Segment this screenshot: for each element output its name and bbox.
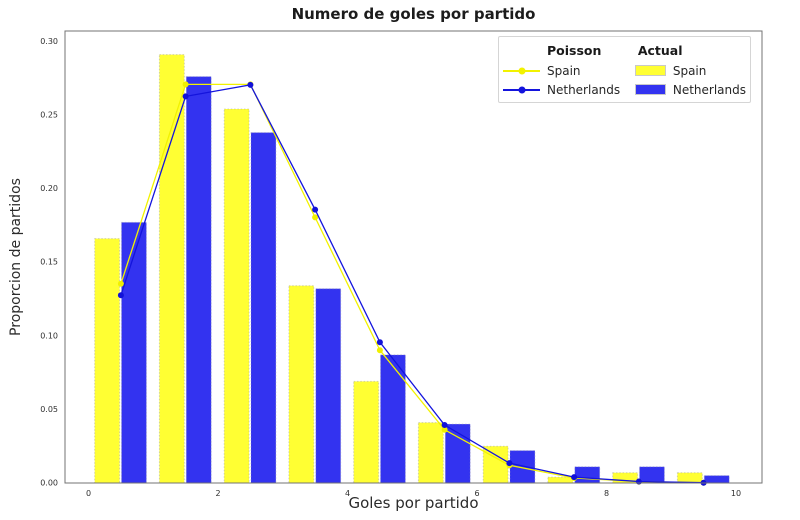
bar (676, 472, 703, 484)
x-tick-label: 0 (86, 489, 91, 498)
bar (158, 54, 185, 484)
poisson-polyline-netherlands (120, 84, 704, 484)
bar (353, 380, 380, 484)
bar (315, 288, 342, 484)
legend-header-actual: Actual (637, 43, 683, 58)
chart-title: Numero de goles por partido (291, 5, 536, 23)
x-tick-label: 4 (345, 489, 350, 498)
poisson-marker-spain (376, 347, 383, 354)
legend-label-actual-netherlands: Netherlands (672, 82, 746, 97)
legend-item-actual-netherlands: Netherlands (634, 80, 746, 99)
x-tick-label: 6 (474, 489, 479, 498)
bar (121, 221, 147, 484)
legend-item-poisson-netherlands: Netherlands (503, 80, 635, 99)
bar (417, 422, 444, 484)
poisson-marker-spain (117, 280, 124, 287)
poisson-marker-spain (182, 81, 189, 88)
bar (250, 132, 277, 484)
poisson-marker-netherlands (571, 474, 578, 481)
bars-netherlands (121, 76, 730, 484)
bar (547, 476, 574, 484)
legend-item-actual-spain: Spain (634, 61, 746, 80)
x-axis-label: Goles por partido (348, 494, 479, 512)
legend: Poisson Spain Netherlands Actual Spain N… (498, 36, 751, 103)
poisson-marker-spain (312, 214, 319, 221)
y-tick-label: 0.20 (40, 184, 58, 193)
bar (94, 238, 121, 484)
bar (444, 423, 471, 484)
y-tick-label: 0.00 (40, 479, 58, 488)
legend-column-poisson: Poisson Spain Netherlands (503, 40, 635, 99)
legend-label-poisson-netherlands: Netherlands (547, 82, 621, 97)
legend-item-poisson-spain: Spain (503, 61, 635, 80)
bar (288, 285, 315, 484)
y-tick-label: 0.10 (40, 331, 58, 340)
y-tick-label: 0.25 (40, 110, 58, 119)
poisson-marker-netherlands (635, 478, 642, 485)
axes-border (64, 30, 763, 484)
legend-header-poisson: Poisson (547, 43, 602, 58)
bar (703, 475, 730, 484)
poisson-netherlands-marker-icon (518, 86, 525, 93)
x-tick-label: 8 (604, 489, 609, 498)
legend-column-actual: Actual Spain Netherlands (634, 40, 746, 99)
y-tick-label: 0.05 (40, 405, 58, 414)
poisson-line-netherlands (117, 81, 707, 486)
legend-label-poisson-spain: Spain (547, 63, 581, 78)
legend-label-actual-spain: Spain (672, 63, 707, 78)
actual-netherlands-patch-swatch (634, 84, 666, 95)
y-tick-label: 0.15 (40, 258, 58, 267)
bar (574, 466, 601, 484)
bar (482, 445, 509, 484)
bar (223, 108, 250, 484)
poisson-spain-marker-icon (518, 67, 525, 74)
poisson-marker-netherlands (376, 339, 383, 346)
poisson-marker-netherlands (312, 206, 319, 213)
poisson-marker-netherlands (441, 422, 448, 428)
x-tick-label: 2 (215, 489, 220, 498)
poisson-marker-netherlands (117, 292, 124, 299)
poisson-marker-spain (441, 426, 448, 433)
x-tick-label: 10 (731, 489, 741, 498)
y-axis-label: Proporcion de partidos (8, 178, 24, 336)
y-tick-label: 0.30 (40, 37, 58, 46)
poisson-netherlands-line-swatch (503, 86, 540, 93)
poisson-marker-netherlands (506, 460, 513, 467)
poisson-marker-netherlands (182, 93, 189, 100)
bar (185, 76, 212, 484)
actual-spain-patch-swatch (634, 65, 666, 76)
bar (380, 354, 406, 484)
poisson-spain-line-swatch (503, 67, 540, 74)
bars-spain (94, 54, 703, 484)
bar (639, 466, 665, 484)
poisson-marker-netherlands (247, 81, 254, 88)
